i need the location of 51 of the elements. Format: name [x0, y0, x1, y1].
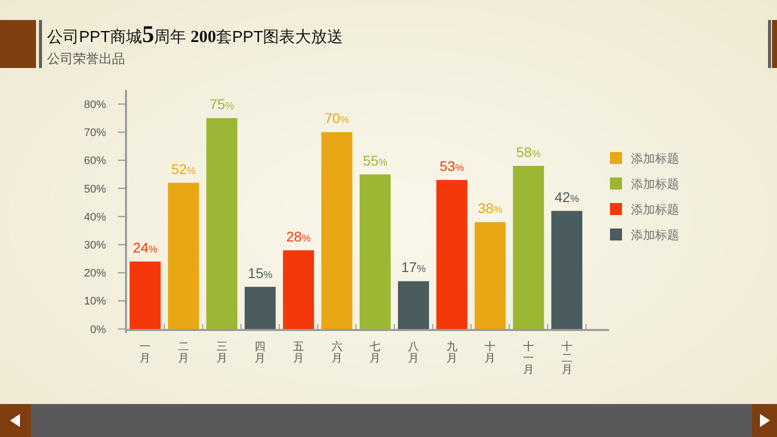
bar [206, 118, 238, 329]
data-label: 24% [132, 240, 158, 256]
bar [512, 166, 544, 329]
chart-subtitle: 公司荣誉出品 [47, 51, 125, 66]
legend-label: 添加标题 [631, 152, 679, 166]
x-tick-label: 十一月 [523, 340, 534, 376]
bar [244, 286, 276, 329]
y-tick-label: 60% [84, 155, 106, 168]
x-tick-label: 五月 [293, 341, 304, 364]
bar [436, 180, 468, 329]
x-tick-label: 二月 [178, 341, 189, 364]
bar [551, 210, 582, 329]
legend-label: 添加标题 [631, 177, 679, 191]
y-tick-label: 0% [90, 324, 106, 336]
chart-title: 公司PPT商城5周年 200套PPT图表大放送 [47, 22, 344, 48]
x-tick-label: 四月 [254, 341, 266, 364]
x-tick-label: 六月 [331, 340, 342, 364]
y-tick-label: 50% [84, 183, 106, 196]
x-tick-label: 七月 [370, 340, 381, 364]
bar [130, 262, 161, 329]
data-label: 75% [210, 96, 234, 112]
data-label: 53% [440, 158, 464, 174]
bar [321, 132, 352, 329]
bar [474, 222, 506, 329]
y-tick-label: 80% [84, 98, 106, 111]
data-label: 55% [362, 152, 388, 168]
x-tick-label: 一月 [140, 341, 151, 364]
data-label: 70% [324, 110, 350, 126]
data-label: 15% [248, 264, 273, 281]
bar [168, 182, 200, 329]
data-label: 28% [286, 228, 311, 244]
bar [398, 281, 430, 329]
data-label: 38% [478, 200, 503, 216]
x-tick-label: 十二月 [561, 340, 572, 376]
data-label: 42% [554, 188, 580, 205]
y-tick-label: 70% [84, 127, 106, 140]
x-tick-label: 三月 [216, 341, 228, 364]
legend-label: 添加标题 [631, 228, 679, 242]
data-label: 52% [171, 160, 196, 177]
y-tick-label: 20% [84, 268, 106, 280]
y-tick-label: 30% [84, 239, 106, 252]
legend-label: 添加标题 [631, 202, 679, 216]
bar [282, 250, 314, 329]
x-tick-label: 九月 [446, 340, 458, 364]
x-tick-label: 八月 [408, 341, 419, 364]
data-label: 58% [516, 144, 541, 160]
y-tick-label: 40% [84, 211, 106, 224]
bar [360, 174, 391, 329]
y-tick-label: 10% [84, 296, 106, 308]
x-tick-label: 十月 [484, 340, 496, 364]
data-label: 17% [401, 259, 426, 276]
